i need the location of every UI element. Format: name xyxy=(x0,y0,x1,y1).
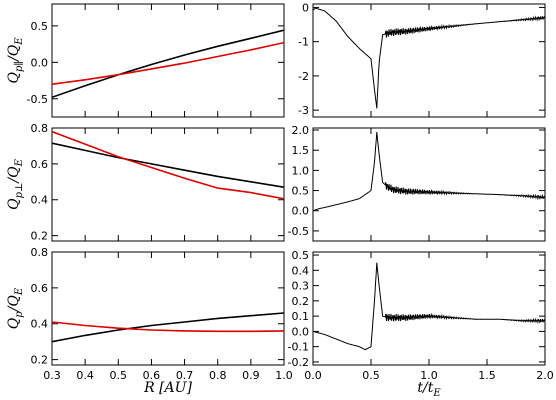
x-tick-label: 0.5 xyxy=(110,369,128,382)
y-tick-label: -0.5 xyxy=(27,93,48,106)
y-tick-label: -0.5 xyxy=(288,225,309,238)
y-tick-label: 1.5 xyxy=(292,144,310,157)
series-line-black xyxy=(313,7,545,109)
series-line-black xyxy=(313,131,545,212)
x-tick-label: 0.0 xyxy=(304,369,322,382)
y-tick-label: 0.4 xyxy=(31,194,49,207)
series-line-black xyxy=(52,142,284,188)
chart-panel-right-bottom: -0.2 -0.1 0.0 0.1 0.2 0.3 0.4 0.5 0.0 0.5 1.0 1.5 2.… xyxy=(288,249,554,399)
y-tick-label: 0.2 xyxy=(31,354,49,367)
chart-panel-left-middle: 0.2 0.4 0.6 0.8 Qp⊥​/QE​ xyxy=(6,122,285,243)
y-tick-label: 2.0 xyxy=(292,124,310,137)
x-tick-label: 0.3 xyxy=(43,369,61,382)
series-line-black xyxy=(52,312,284,343)
series-line-red xyxy=(52,321,284,333)
series-line-black xyxy=(313,262,545,351)
y-tick-label: 0.8 xyxy=(31,246,49,259)
y-tick-label: -3 xyxy=(298,104,309,117)
y-tick-label: 0.2 xyxy=(31,230,49,243)
chart-panel-left-bottom: 0.2 0.4 0.6 0.8 0.3 0.4 0.5 0.6 0.7 0.8 0.9 1.0 Qp​/… xyxy=(6,246,293,396)
plot-frame xyxy=(312,127,546,242)
chart-panel-right-top: -3 -2 -1 0 xyxy=(298,1,546,118)
y-tick-label: 0.1 xyxy=(292,310,310,323)
plot-frame xyxy=(51,3,285,118)
y-tick-label: 0.3 xyxy=(292,280,310,293)
y-tick-label: 0 xyxy=(302,1,309,14)
x-tick-label: 1.0 xyxy=(420,369,438,382)
y-tick-label: 0.5 xyxy=(31,20,49,33)
y-axis-label: Qp∥​/QE​ xyxy=(6,37,25,84)
x-tick-label: 0.5 xyxy=(362,369,380,382)
x-tick-label: 0.8 xyxy=(209,369,227,382)
x-tick-label: 0.7 xyxy=(176,369,194,382)
y-tick-label: 0.6 xyxy=(31,158,49,171)
x-tick-label: 0.9 xyxy=(242,369,260,382)
x-tick-label: 1.5 xyxy=(478,369,496,382)
y-tick-label: 0.5 xyxy=(292,185,310,198)
y-tick-label: 0.0 xyxy=(292,325,310,338)
y-tick-label: -1 xyxy=(298,36,309,49)
series-line-black xyxy=(52,29,284,99)
y-tick-label: 0.0 xyxy=(31,56,49,69)
y-tick-label: 0.0 xyxy=(292,205,310,218)
x-tick-label: 0.6 xyxy=(143,369,161,382)
plot-frame xyxy=(312,251,546,366)
y-tick-label: -0.1 xyxy=(288,341,309,354)
y-axis-label: Qp​/QE​ xyxy=(6,287,25,329)
chart-panel-right-middle: -0.5 0.0 0.5 1.0 1.5 2.0 xyxy=(288,124,546,242)
plot-frame xyxy=(51,127,285,242)
y-tick-label: 0.4 xyxy=(31,318,49,331)
y-tick-label: 0.6 xyxy=(31,282,49,295)
y-tick-label: 0.5 xyxy=(292,249,310,262)
y-tick-label: -0.2 xyxy=(288,356,309,369)
series-line-red xyxy=(52,130,284,200)
y-axis-label: Qp⊥​/QE​ xyxy=(6,158,25,210)
y-tick-label: -2 xyxy=(298,70,309,83)
series-line-red xyxy=(52,41,284,85)
x-tick-label: 2.0 xyxy=(536,369,554,382)
plot-frame xyxy=(51,251,285,366)
x-axis-label: t/tE​ xyxy=(417,380,441,399)
x-axis-label: R [AU] xyxy=(143,380,192,396)
chart-panel-left-top: -0.5 0.0 0.5 Qp∥​/QE​ xyxy=(6,3,285,118)
y-tick-label: 0.2 xyxy=(292,295,310,308)
x-tick-label: 1.0 xyxy=(275,369,293,382)
y-tick-label: 0.8 xyxy=(31,122,49,135)
x-tick-label: 0.4 xyxy=(76,369,94,382)
y-tick-label: 1.0 xyxy=(292,164,310,177)
y-tick-label: 0.4 xyxy=(292,264,310,277)
